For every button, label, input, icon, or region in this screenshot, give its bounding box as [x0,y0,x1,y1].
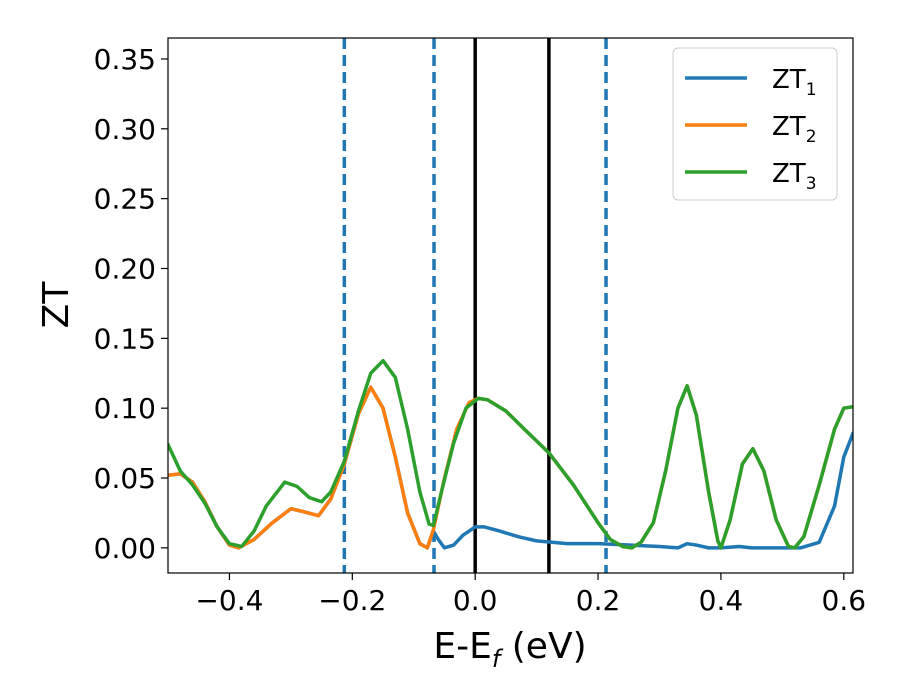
x-tick-label: 0.0 [453,584,498,617]
y-tick-label: 0.15 [94,322,156,355]
x-tick-label: −0.4 [195,584,263,617]
x-axis-title: E-Ef (eV) [433,626,586,673]
y-tick-label: 0.05 [94,462,156,495]
series-line-3 [168,358,853,550]
series-lines [168,358,853,550]
legend-label-3: ZT3 [772,159,817,194]
x-tick-label: −0.2 [318,584,386,617]
y-tick-label: 0.10 [94,392,156,425]
y-tick-label: 0.00 [94,532,156,565]
x-tick-label: 0.6 [822,584,867,617]
legend: ZT1 ZT2 ZT3 [672,47,838,201]
x-tick-label: 0.4 [699,584,744,617]
series-line-2 [168,384,853,550]
y-tick-label: 0.25 [94,183,156,216]
y-tick-label: 0.20 [94,252,156,285]
plot-frame [167,37,854,574]
x-tick-label: 0.2 [576,584,621,617]
x-axis: −0.4 −0.2 0.0 0.2 0.4 0.6 [195,573,866,617]
y-tick-label: 0.30 [94,113,156,146]
reference-lines [342,38,608,573]
legend-box [672,47,838,201]
y-axis: 0.00 0.05 0.10 0.15 0.20 0.25 0.30 0.35 [94,43,168,565]
y-axis-title: ZT [36,281,77,329]
y-tick-label: 0.35 [94,43,156,76]
legend-label-1: ZT1 [772,65,817,100]
legend-label-2: ZT2 [772,112,817,147]
